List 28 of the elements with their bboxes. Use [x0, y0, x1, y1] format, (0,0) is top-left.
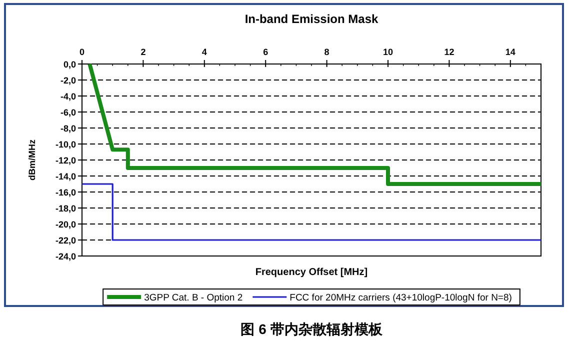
- y-tick-label: -2,0: [60, 76, 76, 86]
- y-tick-label: -12,0: [55, 156, 76, 166]
- chart-title: In-band Emission Mask: [244, 12, 379, 26]
- x-tick-label: 0: [79, 47, 85, 57]
- caption: 图 6 带内杂散辐射模板: [240, 321, 384, 337]
- line-series: [88, 62, 543, 186]
- y-tick-label: -10,0: [55, 140, 76, 150]
- legend-label: FCC for 20MHz carriers (43+10logP-10logN for N=8): [290, 292, 512, 304]
- x-tick-label: 14: [505, 47, 516, 57]
- y-tick-label: -20,0: [55, 220, 76, 230]
- y-tick-label: -16,0: [55, 188, 76, 198]
- y-tick-label: -18,0: [55, 204, 76, 214]
- y-tick-label: -24,0: [55, 252, 76, 262]
- x-tick-label: 4: [202, 47, 207, 57]
- y-tick-label: 0,0: [63, 60, 76, 70]
- y-tick-label: -8,0: [60, 124, 76, 134]
- y-axis-title: dBm/MHz: [27, 139, 37, 180]
- y-tick-label: -22,0: [55, 236, 76, 246]
- x-tick-label: 10: [382, 47, 394, 57]
- y-tick-label: -4,0: [60, 92, 76, 102]
- y-tick-label: -6,0: [60, 108, 76, 118]
- x-tick-label: 6: [263, 47, 268, 57]
- x-tick-label: 8: [324, 47, 330, 57]
- legend-label: 3GPP Cat. B - Option 2: [144, 292, 243, 304]
- x-tick-label: 12: [444, 47, 454, 57]
- x-axis-title: Frequency Offset [MHz]: [255, 267, 368, 278]
- y-tick-label: -14,0: [55, 172, 76, 182]
- x-tick-label: 2: [140, 47, 146, 57]
